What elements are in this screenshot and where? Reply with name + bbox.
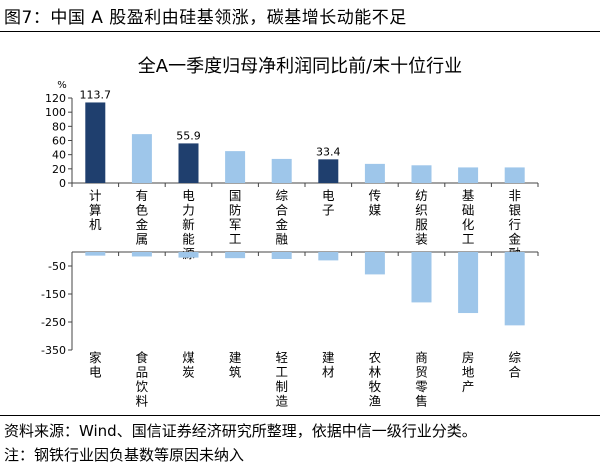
- y-tick-label: -50: [48, 260, 66, 273]
- y-tick-label: 20: [52, 163, 66, 176]
- bar: [225, 151, 246, 183]
- y-tick-label: -150: [41, 288, 66, 301]
- x-tick-label: 非银行金融: [508, 188, 521, 261]
- bar: [318, 252, 339, 261]
- bar: [504, 252, 525, 326]
- bar: [458, 167, 479, 183]
- x-tick-label: 家电: [89, 350, 102, 380]
- x-tick-label: 煤炭: [182, 350, 195, 380]
- bar: [458, 252, 479, 314]
- x-tick-label: 电子: [322, 188, 335, 218]
- chart-title: 全A一季度归母净利润同比前/末十位行业: [138, 56, 462, 77]
- bar: [271, 252, 292, 259]
- data-label: 113.7: [80, 88, 112, 101]
- x-tick-label: 建材: [322, 350, 335, 380]
- bar: [131, 134, 152, 183]
- bar: [225, 252, 246, 259]
- bottom-rule: [0, 415, 600, 416]
- data-label: 55.9: [176, 129, 201, 142]
- x-tick-label: 商贸零售: [415, 350, 428, 409]
- bar: [131, 252, 152, 257]
- x-tick-label: 房地产: [462, 350, 475, 394]
- x-tick-label: 有色金属: [136, 188, 149, 247]
- bar: [178, 143, 199, 183]
- source-note: 资料来源：Wind、国信证券经济研究所整理，依据中信一级行业分类。: [4, 422, 477, 440]
- x-tick-label: 农林牧渔: [369, 350, 382, 409]
- x-tick-label: 综合金融: [275, 188, 288, 247]
- bar: [318, 159, 339, 183]
- bar: [411, 165, 432, 183]
- figure-title: 图7：中国 A 股盈利由硅基领涨，碳基增长动能不足: [4, 8, 407, 28]
- y-tick-label: 80: [52, 120, 66, 133]
- bar: [85, 252, 106, 256]
- y-tick-label: -350: [41, 344, 66, 357]
- x-tick-label: 纺织服装: [415, 188, 428, 247]
- x-tick-label: 食品饮料: [136, 350, 149, 409]
- bar: [85, 102, 106, 183]
- x-tick-label: 传媒: [369, 188, 382, 218]
- footnote: 注：钢铁行业因负基数等原因未纳入: [4, 446, 245, 464]
- y-tick-label: 0: [59, 177, 66, 190]
- bar: [364, 163, 385, 183]
- y-tick-label: 120: [45, 92, 66, 105]
- x-tick-label: 国防军工: [229, 188, 242, 247]
- bar: [364, 252, 385, 275]
- y-tick-label: 100: [45, 106, 66, 119]
- x-tick-label: 电力新能源: [182, 188, 195, 261]
- x-tick-label: 综合: [508, 350, 521, 380]
- data-label: 33.4: [316, 145, 341, 158]
- x-tick-label: 基础化工: [462, 188, 475, 247]
- y-tick-label: -250: [41, 316, 66, 329]
- bar: [411, 252, 432, 303]
- bar: [178, 252, 199, 258]
- y-tick-label: 40: [52, 149, 66, 162]
- bottom-bar-chart: -50 -150 -250 -350 家电 食品饮料 煤炭 建筑 轻工制造 建材 农林牧渔 商贸零售 房…: [41, 251, 539, 409]
- bar: [504, 167, 525, 183]
- top-rule: [0, 31, 600, 32]
- y-unit-label: %: [57, 80, 67, 91]
- x-tick-label: 计算机: [89, 188, 102, 232]
- y-tick-label: 60: [52, 135, 66, 148]
- bar: [271, 158, 292, 183]
- x-tick-label: 建筑: [229, 350, 242, 380]
- x-tick-label: 轻工制造: [275, 350, 288, 409]
